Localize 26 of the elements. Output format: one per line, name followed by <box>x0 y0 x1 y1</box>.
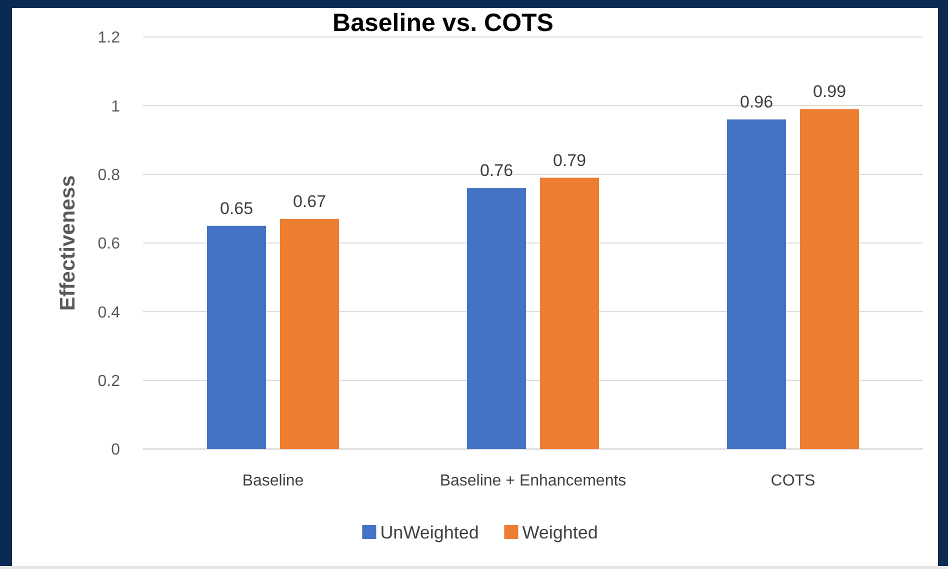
y-tick-label: 0.8 <box>98 166 120 184</box>
data-label: 0.76 <box>480 161 514 180</box>
x-tick-label: COTS <box>770 472 816 490</box>
legend-label: Weighted <box>522 522 598 542</box>
bar <box>280 218 339 449</box>
y-tick-label: 0 <box>111 442 120 459</box>
y-tick-label: 0.6 <box>98 236 120 253</box>
data-label: 0.79 <box>552 150 586 170</box>
y-tick-label: 0.4 <box>98 304 120 322</box>
data-label: 0.65 <box>220 198 254 218</box>
x-tick-label: Baseline + Enhancements <box>440 472 626 490</box>
data-label: 0.67 <box>292 192 326 211</box>
bar <box>540 178 599 449</box>
bar <box>207 226 266 449</box>
bar <box>800 109 859 449</box>
legend-label: UnWeighted <box>380 522 479 542</box>
x-tick-label: Baseline <box>242 472 304 490</box>
bar <box>727 119 786 449</box>
y-axis-title: Effectiveness <box>56 175 80 311</box>
y-tick-label: 1.2 <box>98 30 120 47</box>
y-tick-label: 1 <box>111 98 120 116</box>
data-label: 0.99 <box>812 82 846 102</box>
chart-title: Baseline vs. COTS <box>332 8 554 37</box>
data-label: 0.96 <box>740 92 774 112</box>
bar <box>467 188 526 449</box>
y-tick-label: 0.2 <box>98 372 120 390</box>
